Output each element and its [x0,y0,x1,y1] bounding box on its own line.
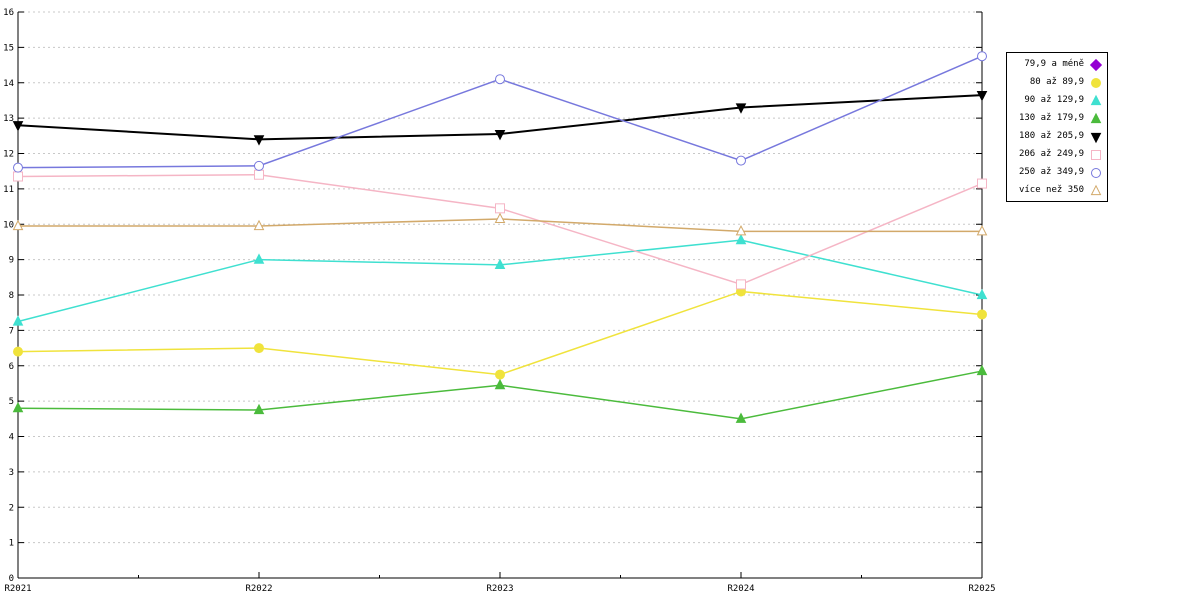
legend-label: 90 až 129,9 [1024,95,1084,105]
marker-triangle-down-icon [976,91,988,102]
legend-item: 250 až 349,9 [1010,163,1103,181]
marker-triangle-up-icon [253,253,265,264]
marker-square-icon [977,178,987,189]
marker-triangle-down-icon [253,135,265,146]
marker-triangle-down-icon [494,129,506,141]
legend-label: 206 až 249,9 [1018,149,1084,159]
y-axis-tick-label: 8 [9,291,14,301]
series-line [17,55,983,169]
legend-label: více než 350 [1018,185,1084,195]
y-axis-tick-label: 14 [3,79,14,89]
marker-triangle-up-icon [494,212,506,224]
y-axis-tick-label: 16 [3,8,14,18]
legend-item: 206 až 249,9 [1010,145,1103,163]
y-axis-tick-label: 1 [9,539,14,549]
marker-circle-icon [736,155,746,166]
series-line [17,239,983,323]
legend-marker-diamond-icon [1089,57,1103,72]
y-axis-tick-label: 15 [3,43,14,53]
legend-item: 80 až 89,9 [1010,73,1103,91]
legend-marker-square-icon [1089,147,1103,161]
marker-circle-icon [254,160,264,171]
legend-item: 90 až 129,9 [1010,91,1103,109]
marker-circle-icon [13,346,23,357]
x-axis-tick-label: R2025 [968,584,995,594]
marker-square-icon [13,171,23,182]
marker-circle-icon [977,51,987,62]
marker-square-icon [495,203,505,214]
marker-triangle-up-icon [976,225,988,236]
x-axis-tick-label: R2021 [4,584,31,594]
y-axis-tick-label: 2 [9,503,14,513]
marker-triangle-down-icon [12,121,24,132]
legend-item: 79,9 a méně [1010,55,1103,73]
y-axis-tick-label: 5 [9,397,14,407]
marker-triangle-up-icon [253,403,265,415]
marker-triangle-up-icon [494,378,506,390]
legend-label: 180 až 205,9 [1018,131,1084,141]
legend-marker-triangle-up-icon [1089,111,1103,125]
marker-triangle-down-icon [735,103,747,114]
legend-item: 130 až 179,9 [1010,109,1103,127]
marker-triangle-up-icon [1090,94,1102,106]
y-axis-tick-label: 4 [9,433,14,443]
marker-triangle-up-icon [1090,112,1102,124]
marker-triangle-up-icon [735,412,747,423]
x-axis-tick-label: R2023 [486,584,513,594]
y-axis-tick-label: 3 [9,468,14,478]
marker-triangle-up-icon [735,233,747,245]
y-axis-tick-label: 0 [9,574,14,584]
legend-item: 180 až 205,9 [1010,127,1103,145]
legend-marker-circle-icon [1089,165,1103,179]
legend-label: 79,9 a méně [1024,59,1084,69]
marker-circle-icon [977,309,987,320]
y-axis-tick-label: 11 [3,185,14,195]
marker-triangle-up-icon [494,258,506,270]
x-axis-tick-label: R2022 [245,584,272,594]
marker-triangle-up-icon [1090,184,1102,196]
legend-marker-triangle-up-icon [1089,93,1103,107]
marker-diamond-icon [1089,58,1103,72]
marker-circle-icon [13,162,23,173]
y-axis-tick-label: 13 [3,114,14,124]
series-line [17,290,983,376]
marker-circle-icon [1091,168,1101,178]
y-axis-tick-label: 9 [9,256,14,266]
marker-square-icon [254,169,264,180]
marker-triangle-up-icon [976,288,988,300]
y-axis-tick-label: 7 [9,326,14,336]
marker-square-icon [1091,150,1101,160]
x-axis-tick-label: R2024 [727,584,754,594]
y-axis-tick-label: 6 [9,362,14,372]
marker-triangle-up-icon [735,225,747,236]
marker-triangle-up-icon [12,401,24,413]
legend-label: 130 až 179,9 [1018,113,1084,123]
legend-label: 250 až 349,9 [1018,167,1084,177]
legend: 79,9 a méně 80 až 89,9 90 až 129,9 130 a… [1006,52,1108,202]
legend-marker-triangle-up-icon [1089,183,1103,197]
y-axis-tick-label: 10 [3,220,14,230]
marker-circle-icon [1091,78,1101,88]
marker-circle-icon [495,369,505,380]
legend-item: více než 350 [1010,181,1103,199]
marker-triangle-down-icon [1090,132,1102,144]
legend-marker-circle-icon [1089,75,1103,89]
legend-marker-triangle-down-icon [1089,129,1103,144]
marker-square-icon [736,279,746,290]
legend-label: 80 až 89,9 [1029,77,1084,87]
marker-triangle-up-icon [12,315,24,326]
y-axis-tick-label: 12 [3,150,14,160]
marker-triangle-up-icon [253,219,265,231]
marker-triangle-up-icon [12,219,24,231]
marker-circle-icon [254,343,264,354]
marker-triangle-up-icon [976,364,988,376]
marker-circle-icon [495,74,505,85]
